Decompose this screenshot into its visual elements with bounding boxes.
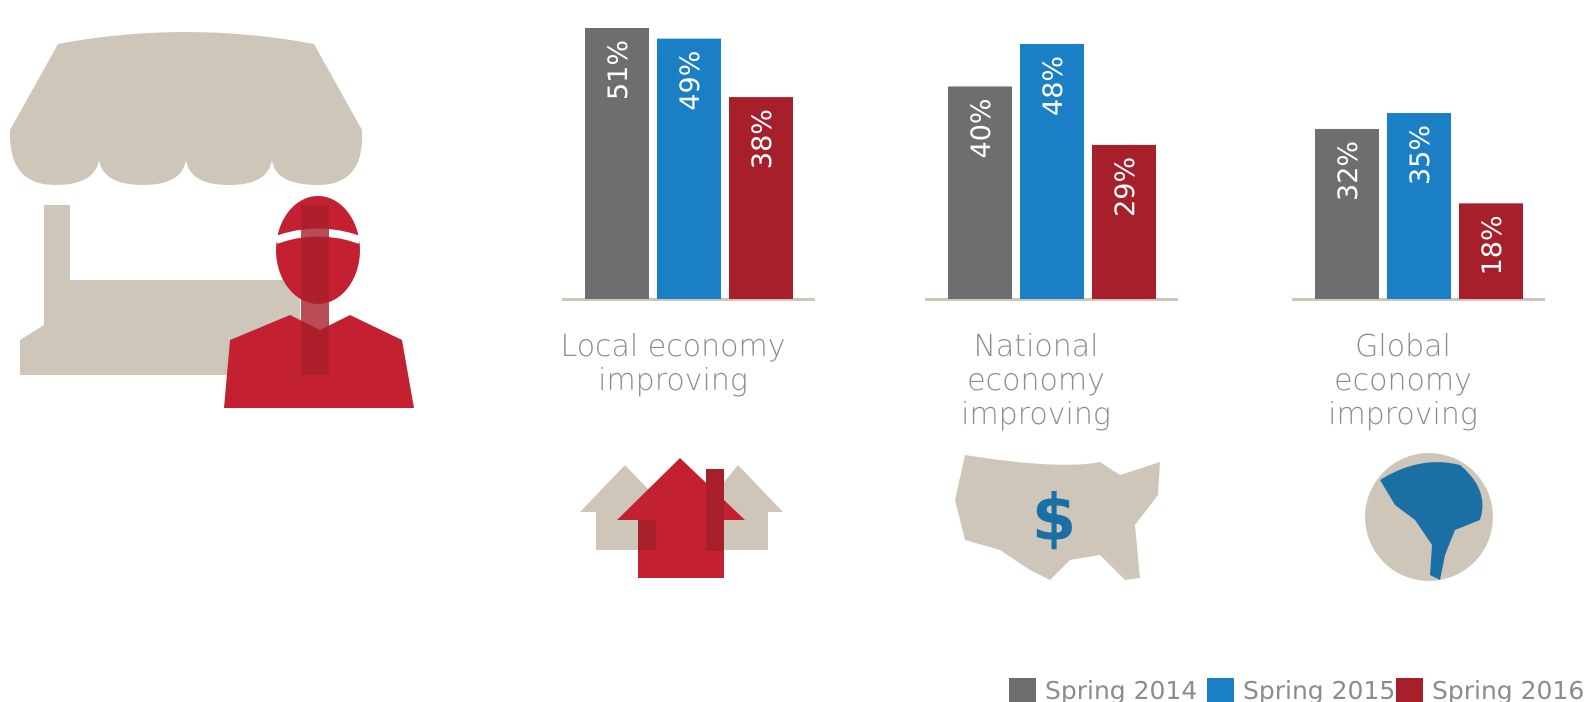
bar [729,97,793,299]
value-label: 48% [1038,56,1069,116]
bar [585,28,649,299]
legend-swatch [1009,678,1036,702]
category-label: Local economy improving [560,329,786,398]
bar [948,86,1012,299]
legend-label: Spring 2016 [1432,676,1584,702]
houses-icon [580,458,783,578]
value-label: 51% [603,40,634,100]
svg-text:$: $ [1032,482,1077,556]
bar [1315,128,1379,299]
legend-swatch [1207,678,1234,702]
bar [657,38,721,300]
value-label: 32% [1333,141,1364,201]
category-label: National economy improving [961,329,1111,432]
bar [1092,144,1156,299]
value-label: 35% [1405,125,1436,185]
value-label: 38% [747,109,778,169]
us-map-icon: $ [955,455,1160,580]
value-label: 49% [675,51,706,111]
value-label: 40% [966,98,997,158]
legend-swatch [1396,678,1423,702]
legend-label: Spring 2015 [1243,676,1395,702]
bar [1020,43,1084,299]
globe-icon [1365,453,1493,581]
category-label: Global economy improving [1328,329,1478,432]
value-label: 18% [1477,215,1508,275]
bar [1459,203,1523,299]
store-icon [9,32,414,408]
bar [1387,113,1451,299]
legend-label: Spring 2014 [1045,676,1197,702]
value-label: 29% [1110,157,1141,217]
